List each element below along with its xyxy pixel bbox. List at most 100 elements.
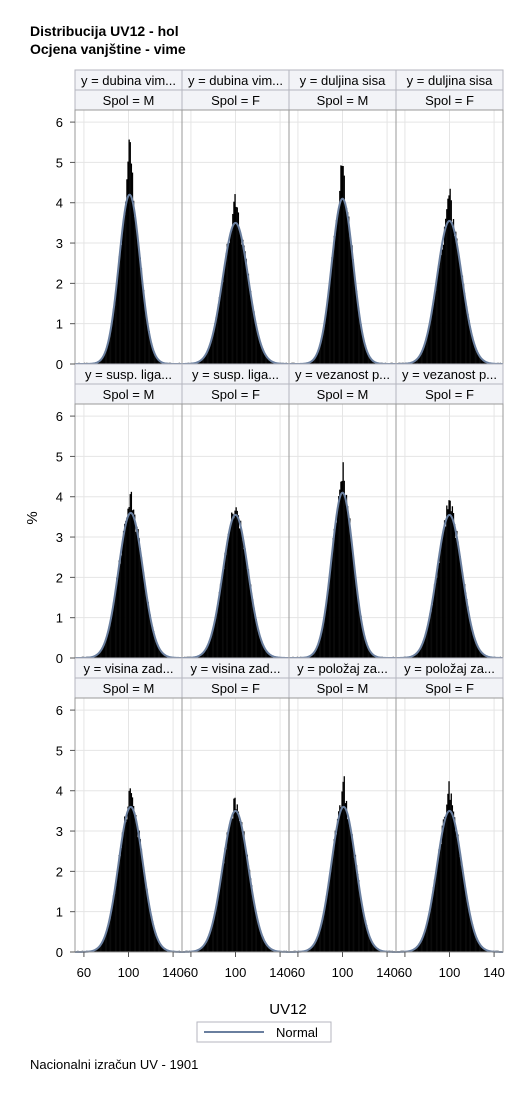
y-tick-label: 0 bbox=[56, 945, 63, 960]
histogram-bar bbox=[208, 641, 211, 658]
histogram-bar bbox=[270, 948, 272, 952]
histogram-bar bbox=[455, 231, 457, 364]
histogram-bar bbox=[238, 820, 241, 952]
histogram-bar bbox=[323, 326, 325, 364]
histogram-bar bbox=[484, 361, 486, 364]
histogram-bar bbox=[349, 826, 351, 952]
histogram-bar bbox=[234, 797, 236, 952]
histogram-bar bbox=[447, 509, 449, 658]
histogram-bar bbox=[462, 877, 465, 952]
histogram-bar bbox=[436, 866, 438, 952]
x-tick-label: 140 bbox=[162, 965, 184, 980]
histogram-bar bbox=[249, 290, 252, 364]
histogram-bar bbox=[370, 940, 372, 952]
histogram-bar bbox=[105, 934, 107, 952]
histogram-bar bbox=[154, 929, 156, 952]
histogram-bar bbox=[258, 634, 261, 658]
histogram-bar bbox=[314, 941, 316, 952]
histogram-bar bbox=[329, 577, 331, 658]
histogram-bar bbox=[431, 309, 433, 364]
histogram-bar bbox=[99, 360, 101, 364]
histogram-bar bbox=[212, 631, 214, 658]
normal-curve bbox=[289, 491, 396, 659]
histogram-bar bbox=[428, 327, 430, 364]
histogram-bar bbox=[110, 618, 112, 658]
histogram-bar bbox=[118, 560, 120, 658]
histogram-bar bbox=[352, 259, 354, 364]
histogram-bar bbox=[368, 934, 370, 952]
panel-1-0: y = susp. liga... Spol = M bbox=[74, 363, 183, 659]
histogram-bar bbox=[339, 190, 341, 364]
histogram-bar bbox=[460, 274, 462, 364]
histogram-bar bbox=[270, 360, 272, 364]
panel-2-2: y = položaj za... Spol = M bbox=[288, 657, 397, 953]
panel-header-y-label: y = dubina vim... bbox=[81, 73, 176, 88]
histogram-bar bbox=[313, 358, 315, 364]
histogram-bar bbox=[428, 621, 430, 658]
histogram-bar bbox=[338, 811, 340, 952]
histogram-bar bbox=[465, 302, 467, 364]
histogram-bar bbox=[257, 922, 260, 952]
histogram-bar bbox=[231, 512, 233, 658]
histogram-bar bbox=[206, 939, 208, 952]
histogram-bar bbox=[215, 613, 217, 658]
histogram-bar bbox=[235, 206, 237, 364]
histogram-bar bbox=[260, 639, 262, 658]
panel-1-2: y = vezanost p... Spol = M bbox=[288, 363, 397, 659]
footnote: Nacionalni izračun UV - 1901 bbox=[30, 1057, 199, 1072]
histogram-bar bbox=[271, 361, 273, 364]
histogram-bar bbox=[436, 577, 438, 658]
histogram-bar bbox=[118, 256, 120, 364]
histogram-bar bbox=[245, 258, 247, 364]
histogram-bar bbox=[149, 339, 151, 364]
histogram-bar bbox=[468, 320, 470, 364]
histogram-bar bbox=[435, 291, 437, 364]
histogram-bar bbox=[265, 943, 267, 952]
histogram-bar bbox=[202, 653, 204, 658]
histogram-bar bbox=[238, 528, 241, 658]
histogram-bar bbox=[127, 508, 129, 658]
histogram-bar bbox=[98, 361, 100, 364]
y-tick-label: 6 bbox=[56, 115, 63, 130]
histogram-bar bbox=[317, 933, 320, 952]
histogram-bar bbox=[160, 945, 163, 952]
histogram-bar bbox=[225, 849, 227, 952]
x-tick-label: 140 bbox=[376, 965, 398, 980]
panel-header-y-label: y = duljina sisa bbox=[407, 73, 493, 88]
histogram-bar bbox=[364, 640, 367, 658]
histogram-bar bbox=[264, 354, 266, 364]
histogram-bar bbox=[470, 921, 472, 952]
histogram-bar bbox=[432, 887, 435, 952]
histogram-bar bbox=[227, 533, 230, 658]
histogram-bar bbox=[125, 520, 127, 658]
histogram-bars bbox=[400, 781, 499, 952]
panel-header-spol-label: Spol = F bbox=[211, 387, 260, 402]
histogram-bar bbox=[163, 653, 165, 658]
histogram-bar bbox=[413, 949, 416, 952]
histogram-bar bbox=[330, 563, 332, 658]
histogram-bar bbox=[310, 655, 312, 658]
histogram-bar bbox=[309, 948, 311, 952]
histogram-bar bbox=[106, 635, 108, 658]
histogram-bar bbox=[128, 507, 130, 658]
histogram-bar bbox=[200, 359, 203, 364]
histogram-bar bbox=[266, 357, 269, 364]
histogram-bar bbox=[219, 583, 222, 658]
histogram-bar bbox=[466, 895, 468, 952]
histogram-bar bbox=[158, 942, 160, 952]
histogram-bar bbox=[243, 245, 245, 364]
histogram-bar bbox=[344, 497, 347, 658]
histogram-bar bbox=[261, 642, 263, 658]
histogram-bar bbox=[210, 635, 213, 658]
histogram-bar bbox=[257, 336, 260, 364]
histogram-bar bbox=[474, 638, 476, 658]
histogram-bar bbox=[362, 337, 364, 364]
histogram-bar bbox=[369, 357, 371, 364]
histogram-bar bbox=[264, 941, 266, 952]
histogram-bar bbox=[426, 630, 428, 658]
histogram-bar bbox=[325, 896, 328, 952]
histogram-bar bbox=[246, 569, 248, 658]
histogram-bar bbox=[466, 306, 468, 364]
histogram-bar bbox=[225, 253, 227, 364]
histogram-bar bbox=[221, 873, 223, 952]
